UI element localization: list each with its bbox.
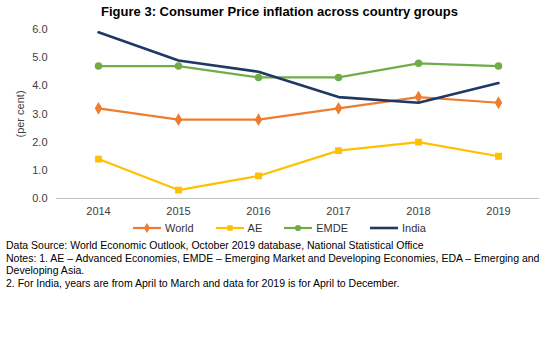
svg-text:2017: 2017 [326, 205, 350, 217]
html-text:AE: AE [247, 222, 263, 234]
svg-text:2018: 2018 [406, 205, 430, 217]
html-text:2. For India, years are from A: 2. For India, years are from April to Ma… [6, 276, 400, 289]
svg-text:3.0: 3.0 [32, 108, 47, 120]
html-text:Notes: 1. AE – Advanced Econom: Notes: 1. AE – Advanced Economies, EMDE … [6, 251, 540, 277]
svg-text:2016: 2016 [246, 205, 270, 217]
svg-text:2015: 2015 [166, 205, 190, 217]
svg-text:2.0: 2.0 [32, 136, 47, 148]
svg-text:5.0: 5.0 [32, 51, 47, 63]
html-text:Data Source: World Economic Ou: Data Source: World Economic Outlook, Oct… [6, 239, 424, 251]
html-text:EMDE: EMDE [316, 222, 349, 234]
html-text:India: India [402, 222, 426, 234]
svg-text:2019: 2019 [486, 205, 510, 217]
svg-text:1.0: 1.0 [32, 164, 47, 176]
svg-text:6.0: 6.0 [32, 23, 47, 35]
svg-text:4.0: 4.0 [32, 79, 47, 91]
html-text:World: World [165, 222, 194, 234]
html-text:Figure 3: Consumer Price infla: Figure 3: Consumer Price inflation acros… [101, 4, 458, 19]
svg-text:2014: 2014 [86, 205, 110, 217]
svg-text:(per cent): (per cent) [14, 90, 26, 137]
svg-text:0.0: 0.0 [32, 192, 47, 204]
